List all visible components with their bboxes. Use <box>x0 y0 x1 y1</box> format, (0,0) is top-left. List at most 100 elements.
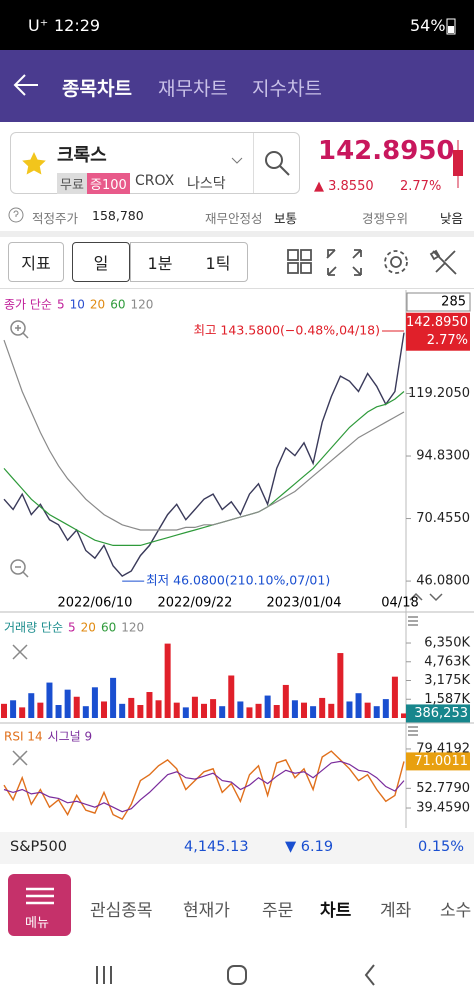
battery: 54% <box>410 16 446 35</box>
settings-icon[interactable] <box>390 256 402 268</box>
zoom-out[interactable] <box>10 559 26 575</box>
volume-bar <box>110 677 117 718</box>
recent-apps[interactable] <box>96 966 112 984</box>
legend-entry: 5 <box>57 298 65 312</box>
legend-entry: 거래량 단순 <box>4 621 63 635</box>
badge: 증100 <box>87 173 130 194</box>
button-label: 지표 <box>21 254 51 273</box>
header: 종목차트 재무차트 지수차트 <box>0 50 474 122</box>
period-button[interactable]: 1분 <box>132 242 188 282</box>
volume-bar <box>391 676 398 718</box>
layout-icon <box>300 249 312 261</box>
tab[interactable]: 지수차트 <box>252 78 322 100</box>
nav-item[interactable]: 주문 <box>262 901 294 921</box>
volume-menu[interactable] <box>408 616 418 626</box>
home[interactable] <box>227 965 247 985</box>
low-annotation: 최저 46.0800(210.10%,07/01) <box>146 573 330 588</box>
nav-item[interactable]: 계좌 <box>380 901 412 921</box>
volume-bar <box>291 700 298 718</box>
volume-bar <box>273 705 280 718</box>
legend-entry: 5 <box>68 621 76 635</box>
help-mark <box>13 210 19 217</box>
button-label: 1틱 <box>205 254 231 273</box>
volume-bar <box>382 699 389 718</box>
badge: 무료 <box>57 173 87 194</box>
candle-icon <box>453 140 463 188</box>
favorite-star[interactable] <box>21 151 47 177</box>
search-button[interactable] <box>263 149 291 177</box>
volume-bar <box>337 653 344 718</box>
info-value: 158,780 <box>92 208 144 223</box>
divider <box>253 133 254 193</box>
nav-item[interactable]: 관심종목 <box>90 901 153 921</box>
y-tick-label: 39.4590 <box>416 801 470 816</box>
series-line <box>3 391 405 546</box>
scroll-arrows[interactable] <box>409 592 443 602</box>
period-button[interactable]: 일 <box>72 242 130 282</box>
volume-bar <box>319 697 326 718</box>
volume-bar <box>28 693 35 718</box>
close-volume[interactable] <box>12 644 28 660</box>
layout-icon[interactable] <box>287 249 299 261</box>
volume-bar <box>155 700 162 718</box>
price-change: ▲ 3.8550 <box>314 179 374 194</box>
count-label: 285 <box>441 295 466 310</box>
separator <box>0 288 474 289</box>
back-button[interactable] <box>12 72 40 98</box>
tools-icon[interactable] <box>429 249 457 275</box>
x-tick-label: 04/18 <box>381 596 418 611</box>
help-icon[interactable] <box>8 207 24 223</box>
nav-item[interactable]: 차트 <box>320 901 352 921</box>
nav-item[interactable]: 소수 <box>440 901 472 921</box>
volume-bar <box>346 701 353 718</box>
nav-item[interactable]: 현재가 <box>183 901 230 921</box>
current-rsi-label: 71.0011 <box>414 754 468 769</box>
x-tick-label: 2022/09/22 <box>157 596 232 611</box>
tab[interactable]: 재무차트 <box>158 78 228 100</box>
menu-button[interactable]: 메뉴 <box>8 874 71 936</box>
zoom-in-glyph <box>15 325 29 339</box>
y-tick-label: 46.0800 <box>416 574 470 589</box>
info-value: 보통 <box>274 211 298 226</box>
dropdown[interactable] <box>231 157 243 165</box>
volume-bar <box>364 702 371 718</box>
settings-teeth <box>384 250 408 274</box>
menu-label: 메뉴 <box>25 916 49 931</box>
expand-icon[interactable] <box>326 249 362 276</box>
hamburger-lines <box>26 887 54 905</box>
volume-bar <box>219 706 226 718</box>
hamburger <box>26 887 54 905</box>
index-change-pct: 0.15% <box>418 839 465 855</box>
rsi-menu[interactable] <box>408 726 418 736</box>
close-rsi[interactable] <box>12 750 28 766</box>
period-button[interactable]: 1틱 <box>190 242 246 282</box>
star <box>22 152 46 175</box>
stock-box[interactable]: 크록스 무료 증100 CROX 나스닥 <box>10 132 300 194</box>
volume-bar <box>10 700 17 718</box>
current-change-label: 2.77% <box>427 333 468 348</box>
volume-bar <box>55 705 62 718</box>
info-label: 경쟁우위 <box>362 211 409 226</box>
legend-entry: 120 <box>121 621 144 635</box>
chevron <box>231 157 243 164</box>
series-line <box>3 750 405 821</box>
price-change-pct: 2.77% <box>400 179 442 194</box>
system-nav <box>96 964 375 986</box>
volume-bar <box>146 692 153 718</box>
indicator-button[interactable]: 지표 <box>8 242 64 282</box>
volume-bar <box>301 702 307 718</box>
current-price-label: 142.8950 <box>406 315 468 330</box>
legend-entry: RSI 14 <box>4 730 43 744</box>
tab[interactable]: 종목차트 <box>62 78 132 100</box>
carrier: U⁺ <box>28 16 49 35</box>
volume-bar <box>237 701 244 718</box>
search-lens <box>265 151 283 169</box>
volume-bar <box>46 682 53 718</box>
volume-bar <box>173 702 180 718</box>
help-circle <box>8 207 24 223</box>
zoom-in[interactable] <box>10 320 26 336</box>
back[interactable] <box>364 964 375 986</box>
current-volume-box <box>406 704 470 723</box>
legend-entry: 20 <box>81 621 96 635</box>
